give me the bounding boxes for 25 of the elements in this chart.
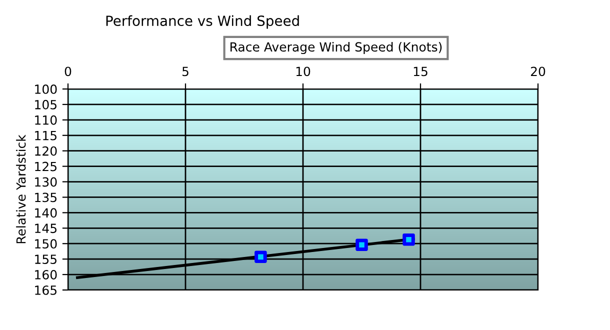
y-tick-label: 110 [35,115,57,125]
point [356,238,368,251]
point [402,233,415,246]
x-tick-label: 5 [182,66,188,76]
y-tick-label: 160 [35,270,57,280]
y-tick-label: 125 [35,162,56,172]
y-tick-label: 165 [35,285,56,295]
x-tick-label: 0 [64,66,72,76]
y-tick-label: 150 [35,239,57,249]
point [254,250,267,264]
y-tick-label: 115 [35,131,56,140]
y-tick-label: 130 [35,177,57,187]
y-tick-label: 100 [35,84,57,94]
chart-title: Performance vs Wind Speed [106,15,299,29]
y-tick-label: 155 [35,254,56,264]
y-tick-label: 120 [35,146,57,156]
y-tick-label: 145 [35,224,56,234]
x-tick-label: 20 [530,66,546,76]
x-tick-label: 10 [296,66,310,76]
y-axis-title: Relative Yardstick [16,134,26,244]
y-tick-label: 135 [35,192,56,202]
x-tick-label: 15 [414,66,428,76]
y-tick-label: 105 [35,100,56,110]
y-tick-label: 140 [35,208,57,218]
x-axis-title: Race Average Wind Speed (Knots) [230,42,442,54]
